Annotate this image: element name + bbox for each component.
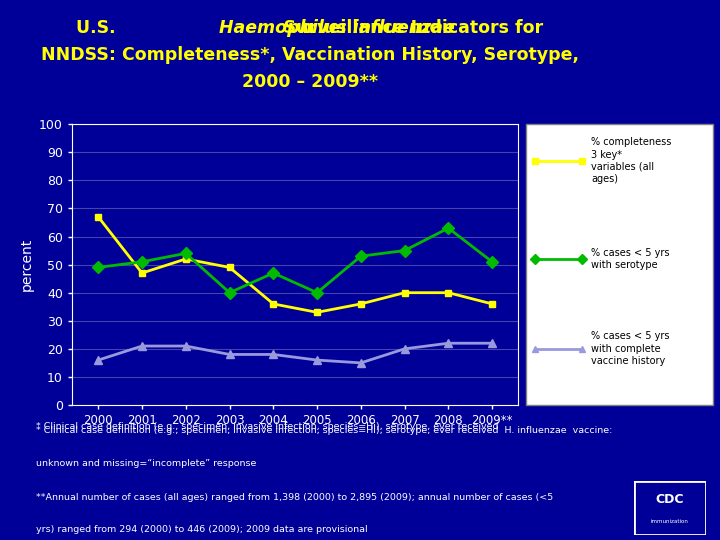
Text: % cases < 5 yrs
with serotype: % cases < 5 yrs with serotype (591, 248, 670, 270)
Text: 2000 – 2009**: 2000 – 2009** (241, 73, 378, 91)
Text: unknown and missing=“incomplete” response: unknown and missing=“incomplete” respons… (36, 459, 256, 468)
Text: * Clinical case definition (e.g., specimen, invasive infection, species=Hi), ser: * Clinical case definition (e.g., specim… (36, 422, 502, 431)
Text: * Clinical case definition (e.g., specimen, invasive infection, species=Hi), ser: * Clinical case definition (e.g., specim… (36, 422, 606, 431)
Text: yrs) ranged from 294 (2000) to 446 (2009); 2009 data are provisional: yrs) ranged from 294 (2000) to 446 (2009… (36, 525, 368, 534)
Text: NNDSS: Completeness*, Vaccination History, Serotype,: NNDSS: Completeness*, Vaccination Histor… (40, 46, 579, 64)
FancyBboxPatch shape (526, 124, 713, 405)
Text: % cases < 5 yrs
with complete
vaccine history: % cases < 5 yrs with complete vaccine hi… (591, 332, 670, 366)
Text: Haemophilus influenzae: Haemophilus influenzae (165, 19, 454, 37)
Text: immunization: immunization (651, 518, 688, 524)
Text: CDC: CDC (655, 493, 684, 506)
Text: U.S.                            Surveillance Indicators for: U.S. Surveillance Indicators for (76, 19, 543, 37)
Text: * Clinical case definition (e.g., specimen, invasive infection, species=Hi), ser: * Clinical case definition (e.g., specim… (36, 426, 613, 435)
Y-axis label: percent: percent (19, 238, 34, 291)
Text: **Annual number of cases (all ages) ranged from 1,398 (2000) to 2,895 (2009); an: **Annual number of cases (all ages) rang… (36, 493, 553, 502)
Text: % completeness
3 key*
variables (all
ages): % completeness 3 key* variables (all age… (591, 137, 672, 184)
